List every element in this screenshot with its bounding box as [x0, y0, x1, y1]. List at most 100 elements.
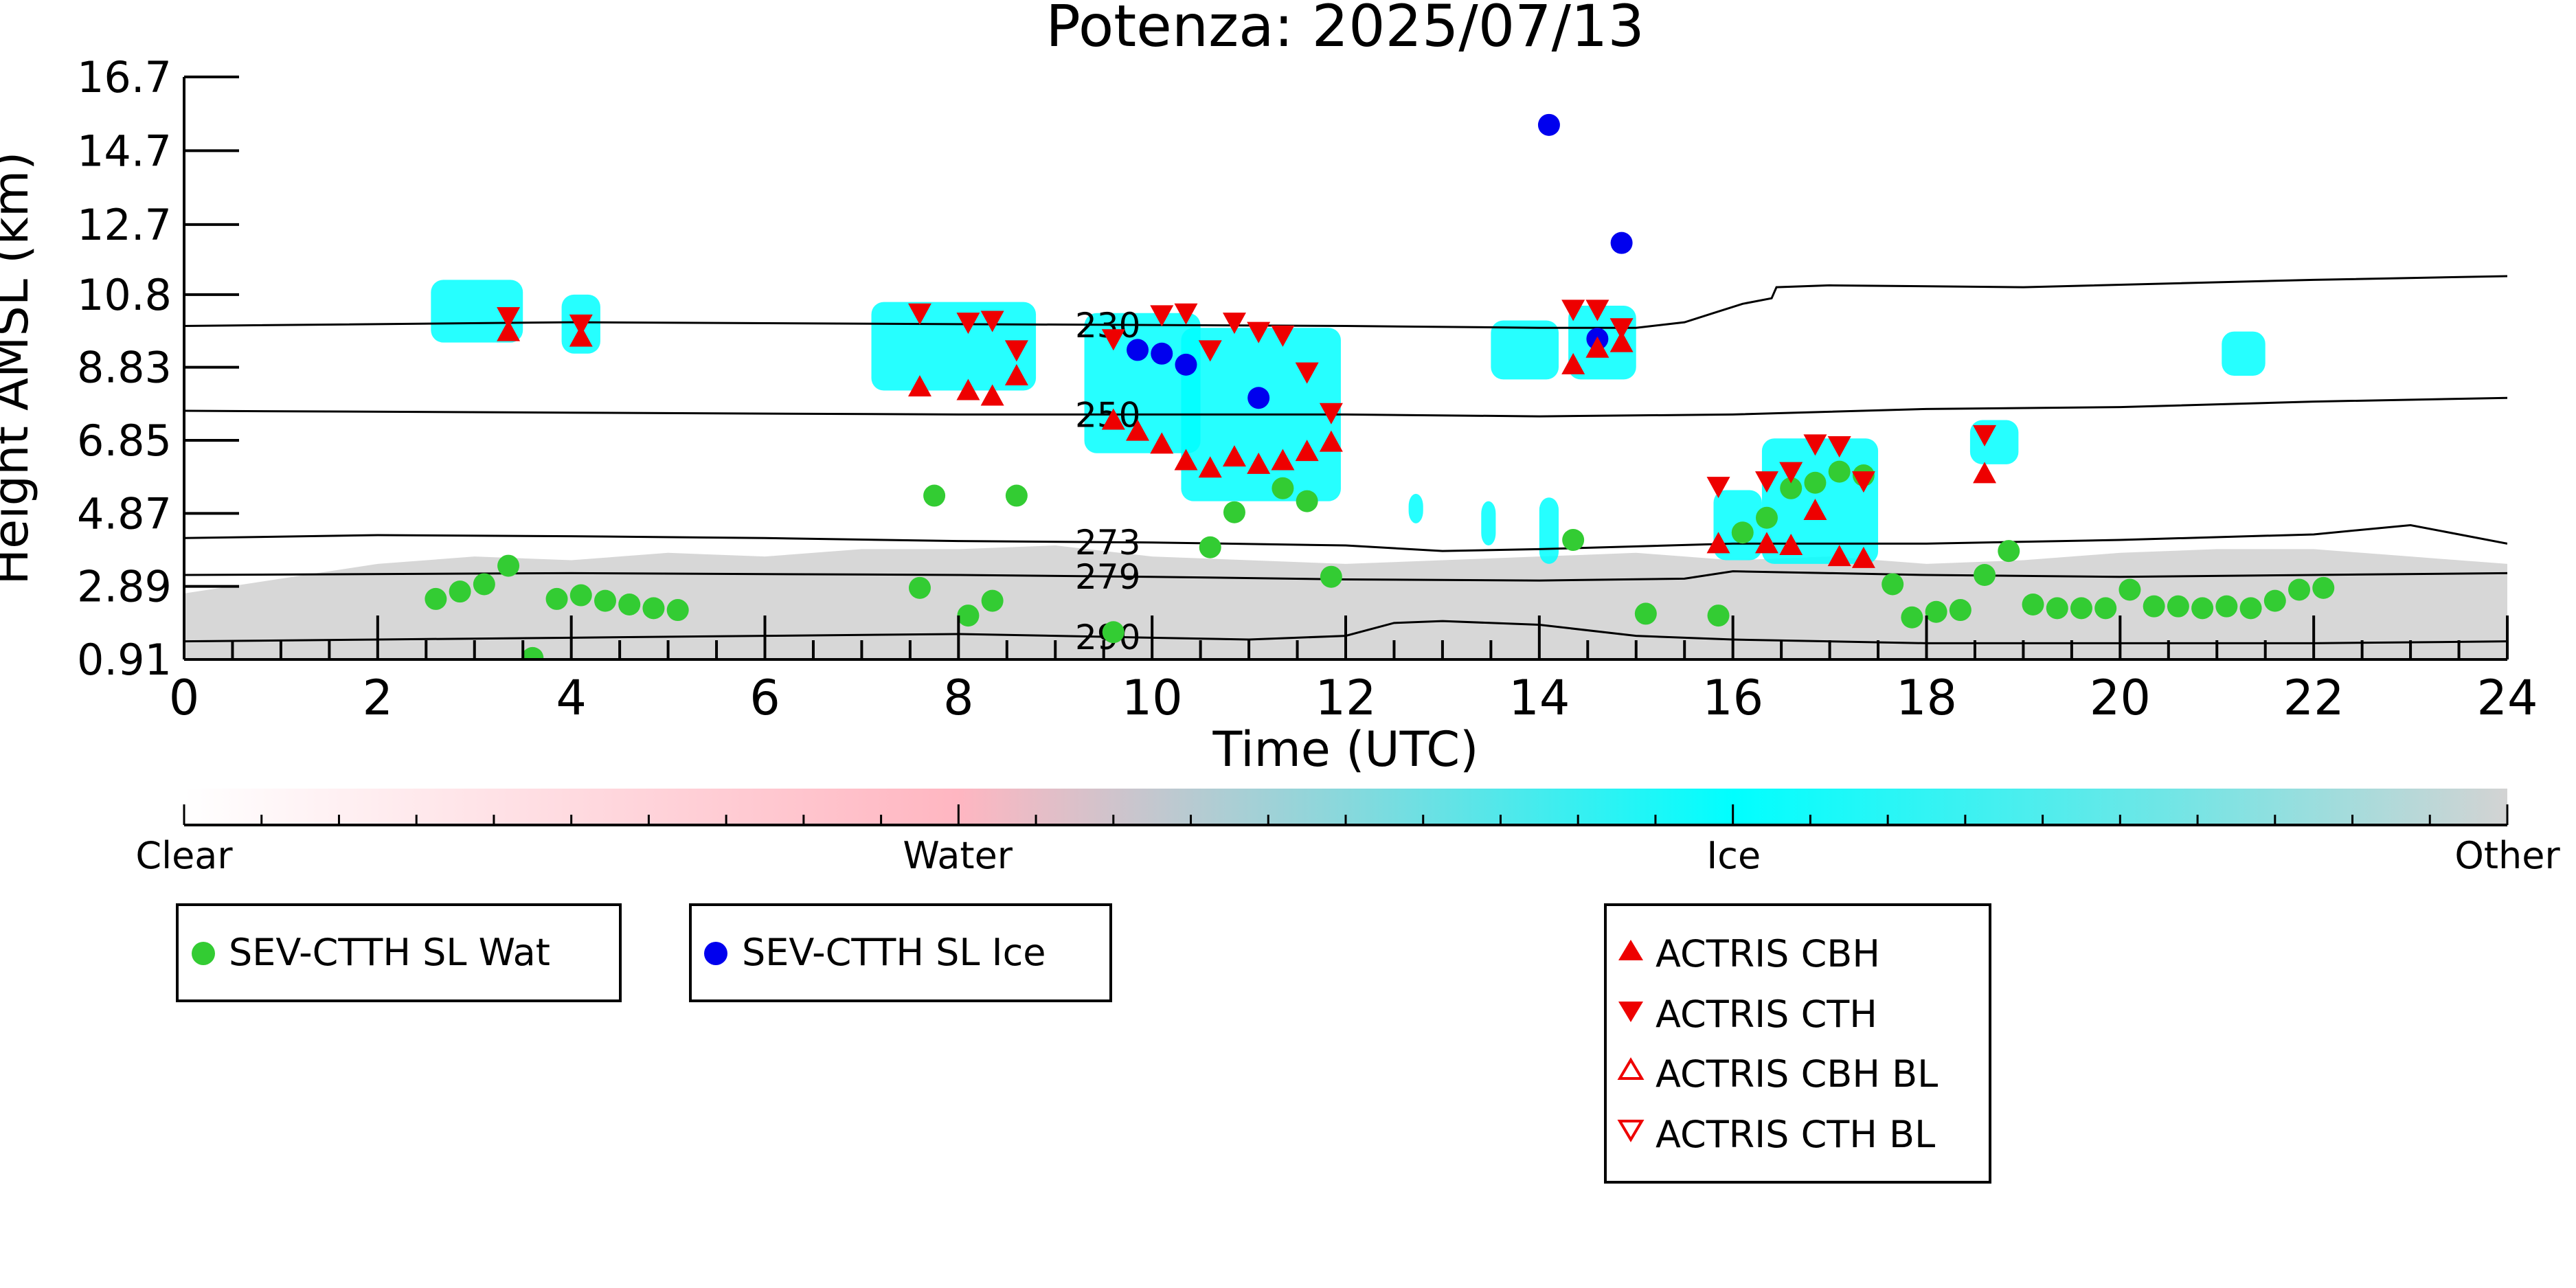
x-tick-label-7: 14	[1509, 670, 1570, 726]
marker-circle-1-1	[1151, 342, 1173, 365]
marker-circle-0-21	[1320, 565, 1342, 588]
y-tick-label-8: 16.7	[77, 52, 172, 102]
marker-circle-0-43	[2167, 595, 2189, 618]
colorbar-ticks	[183, 804, 2509, 825]
marker-triangle-down-3-16	[1585, 300, 1609, 321]
marker-triangle-down-3-18	[1706, 477, 1730, 499]
legend-label-sev-wat: SEV-CTTH SL Wat	[229, 931, 550, 974]
marker-circle-0-23	[1634, 602, 1657, 625]
marker-circle-0-13	[957, 605, 980, 627]
marker-circle-0-36	[1998, 540, 2020, 563]
marker-circle-0-4	[521, 646, 544, 659]
marker-circle-0-34	[1949, 599, 1971, 622]
marker-triangle-down-3-21	[1803, 434, 1827, 456]
marker-circle-0-29	[1828, 460, 1851, 483]
data-markers	[425, 113, 2335, 659]
x-tick-label-5: 10	[1122, 670, 1183, 726]
marker-circle-0-9	[642, 597, 665, 620]
x-tick-label-3: 6	[749, 670, 780, 726]
y-tick-label-7: 14.7	[77, 126, 172, 176]
marker-circle-0-44	[2191, 597, 2214, 620]
marker-circle-0-11	[908, 576, 931, 599]
marker-circle-0-18	[1223, 501, 1245, 523]
marker-circle-0-48	[2288, 578, 2311, 601]
marker-triangle-down-3-13	[1295, 362, 1319, 384]
marker-triangle-up-2-16	[1561, 352, 1585, 374]
legend-box	[1604, 903, 1991, 1184]
legend-sev-ice: SEV-CTTH SL Ice	[689, 903, 1112, 1002]
ice-cloud-region-0	[431, 280, 523, 343]
x-tick-label-6: 12	[1315, 670, 1376, 726]
legend-marker-actris-cbh-bl	[1617, 1057, 1645, 1080]
contour-label-273: 273	[1075, 523, 1140, 563]
legend-label-actris-cth-bl: ACTRIS CTH BL	[1656, 1113, 1935, 1156]
marker-circle-0-12	[923, 484, 946, 507]
legend-marker-sev-wat	[192, 942, 215, 965]
marker-circle-0-45	[2215, 595, 2238, 618]
marker-circle-0-42	[2143, 595, 2165, 618]
colorbar-label-1: Water	[903, 834, 1013, 877]
marker-triangle-up-2-12	[1247, 452, 1271, 474]
marker-circle-0-35	[1974, 564, 1996, 587]
marker-circle-0-17	[1199, 536, 1221, 558]
marker-triangle-down-3-11	[1247, 321, 1271, 343]
marker-triangle-down-3-9	[1198, 340, 1222, 362]
y-ticks: 0.91 2.89 4.87 6.85 8.83 10.8 12.7 14.7 16.7	[77, 52, 239, 685]
marker-circle-0-19	[1272, 477, 1294, 499]
y-tick-label-4: 8.83	[77, 343, 172, 393]
ice-cloud-region-11	[1408, 493, 1423, 523]
y-tick-label-2: 4.87	[77, 488, 172, 539]
marker-triangle-down-3-2	[907, 303, 931, 325]
marker-triangle-up-2-4	[980, 384, 1004, 406]
colorbar: Clear Water Ice Other	[135, 789, 2560, 877]
x-tick-label-4: 8	[943, 670, 974, 726]
marker-triangle-up-2-14	[1295, 440, 1319, 462]
marker-circle-0-49	[2312, 576, 2335, 599]
marker-circle-0-27	[1780, 477, 1803, 499]
ice-cloud-region-10	[2222, 331, 2266, 376]
marker-circle-0-1	[449, 580, 471, 603]
chart-title: Potenza: 2025/07/13	[1046, 0, 1645, 60]
marker-triangle-up-2-22	[1803, 499, 1827, 521]
colorbar-label-0: Clear	[135, 834, 233, 877]
ice-cloud-region-8	[1761, 438, 1879, 564]
temperature-contours: 230250273279290	[184, 275, 2507, 657]
marker-triangle-down-3-23	[1851, 471, 1875, 493]
legend-actris: ACTRIS CBH ACTRIS CTH ACTRIS CBH BL ACTR…	[1604, 903, 1991, 1184]
marker-circle-0-22	[1562, 528, 1585, 551]
marker-triangle-up-2-9	[1174, 449, 1198, 471]
marker-triangle-down-3-19	[1754, 471, 1778, 493]
marker-triangle-down-3-3	[956, 313, 980, 335]
marker-triangle-down-3-1	[569, 314, 593, 336]
colorbar-labels: Clear Water Ice Other	[135, 834, 2560, 877]
marker-triangle-up-2-6	[1101, 408, 1125, 430]
marker-triangle-up-2-24	[1851, 546, 1875, 568]
contour-279	[184, 570, 2507, 582]
marker-triangle-down-3-14	[1319, 403, 1343, 425]
x-tick-label-11: 22	[2283, 670, 2345, 726]
marker-circle-1-0	[1127, 339, 1149, 361]
y-tick-label-0: 0.91	[77, 635, 172, 685]
marker-circle-0-0	[425, 587, 447, 610]
contour-290	[184, 620, 2507, 644]
marker-triangle-up-2-15	[1319, 430, 1343, 452]
marker-circle-0-15	[1005, 484, 1028, 507]
x-tick-label-12: 24	[2476, 670, 2538, 726]
legend-box	[176, 903, 622, 1002]
colorbar-label-2: Ice	[1706, 834, 1761, 877]
marker-circle-0-38	[2046, 597, 2068, 620]
marker-circle-1-2	[1175, 353, 1197, 376]
marker-triangle-down-3-6	[1101, 329, 1125, 351]
x-tick-label-0: 0	[169, 670, 200, 726]
y-axis-label: Height AMSL (km)	[0, 152, 39, 585]
marker-circle-0-46	[2239, 597, 2262, 620]
marker-circle-0-8	[618, 593, 641, 615]
x-tick-label-2: 4	[556, 670, 587, 726]
contour-273	[184, 524, 2507, 552]
legend-marker-sev-ice	[704, 942, 727, 965]
ice-cloud-region-5	[1491, 320, 1559, 380]
marker-triangle-up-2-1	[569, 325, 593, 347]
marker-triangle-up-2-5	[1004, 364, 1028, 386]
contour-230	[184, 275, 2507, 329]
